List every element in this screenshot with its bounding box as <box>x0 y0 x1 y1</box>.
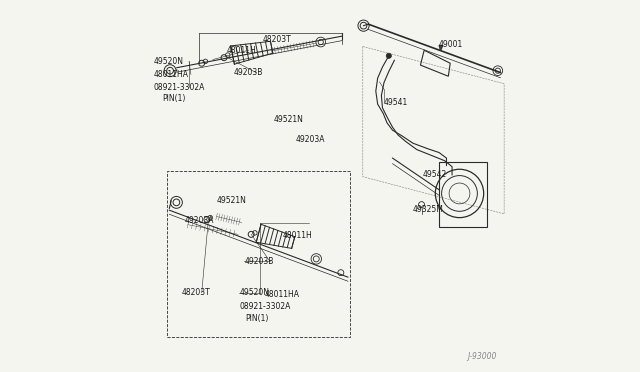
Circle shape <box>386 53 392 58</box>
Text: 48203T: 48203T <box>262 35 291 44</box>
Text: 49541: 49541 <box>384 98 408 107</box>
Text: 49520N: 49520N <box>239 288 269 297</box>
Text: PIN(1): PIN(1) <box>246 314 269 323</box>
Text: 49521N: 49521N <box>216 196 246 205</box>
Text: 49203B: 49203B <box>234 68 263 77</box>
Text: 48011H: 48011H <box>227 46 256 55</box>
Bar <box>168 171 349 337</box>
Text: 48011H: 48011H <box>283 231 312 240</box>
Text: 08921-3302A: 08921-3302A <box>239 302 291 311</box>
Text: 49001: 49001 <box>439 40 463 49</box>
Text: 48011HA: 48011HA <box>264 290 300 299</box>
Text: PIN(1): PIN(1) <box>162 94 185 103</box>
Text: 49520N: 49520N <box>154 57 183 66</box>
Text: 49521N: 49521N <box>273 115 303 124</box>
Text: 08921-3302A: 08921-3302A <box>154 83 205 92</box>
Text: 48011HA: 48011HA <box>154 70 188 79</box>
Polygon shape <box>439 45 443 50</box>
Text: 49203A: 49203A <box>184 216 214 225</box>
Text: J-93000: J-93000 <box>467 352 497 361</box>
Text: 49203A: 49203A <box>296 135 325 144</box>
Text: 49325M: 49325M <box>413 205 444 214</box>
Text: 49203B: 49203B <box>244 257 274 266</box>
Text: 49542: 49542 <box>422 170 447 179</box>
Text: 48203T: 48203T <box>181 288 210 297</box>
